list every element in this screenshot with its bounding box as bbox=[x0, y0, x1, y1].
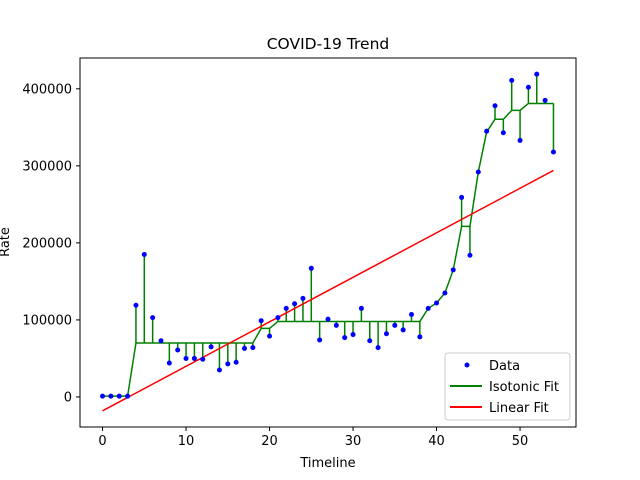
data-point bbox=[166, 360, 172, 366]
data-point bbox=[216, 367, 222, 373]
x-tick-label: 20 bbox=[261, 434, 278, 449]
y-tick-label: 400000 bbox=[22, 82, 72, 97]
legend-label-data: Data bbox=[489, 359, 520, 374]
data-point bbox=[350, 332, 356, 338]
legend-marker-data bbox=[464, 362, 470, 368]
data-point bbox=[325, 316, 331, 322]
x-tick-label: 10 bbox=[178, 434, 195, 449]
data-point bbox=[308, 265, 314, 271]
data-point bbox=[116, 393, 122, 399]
data-point bbox=[100, 393, 106, 399]
plot-area bbox=[100, 71, 556, 412]
data-point bbox=[467, 252, 473, 258]
data-point bbox=[509, 77, 515, 83]
legend: Data Isotonic Fit Linear Fit bbox=[444, 352, 571, 421]
data-point bbox=[409, 312, 415, 318]
y-tick-label: 100000 bbox=[22, 313, 72, 328]
y-tick-label: 200000 bbox=[22, 236, 72, 251]
data-point bbox=[450, 267, 456, 273]
data-point bbox=[175, 347, 181, 353]
data-point bbox=[375, 345, 381, 351]
data-point bbox=[267, 333, 273, 339]
data-point bbox=[208, 344, 214, 350]
data-point bbox=[158, 338, 164, 344]
data-point bbox=[250, 345, 256, 351]
data-point bbox=[492, 103, 498, 109]
x-axis-label: Timeline bbox=[299, 456, 355, 471]
data-point bbox=[517, 137, 523, 143]
x-tick-label: 50 bbox=[512, 434, 529, 449]
data-point bbox=[233, 359, 239, 365]
data-point bbox=[283, 305, 289, 311]
x-axis: 0 10 20 30 40 50 bbox=[98, 427, 528, 449]
data-point bbox=[200, 356, 206, 362]
data-point bbox=[400, 327, 406, 333]
data-point bbox=[225, 361, 231, 367]
data-point bbox=[333, 322, 339, 328]
data-point bbox=[342, 335, 348, 341]
y-axis: 0 100000 200000 300000 400000 bbox=[22, 82, 80, 405]
data-point bbox=[241, 345, 247, 351]
data-point bbox=[425, 305, 431, 311]
data-point bbox=[292, 301, 298, 307]
x-tick-label: 30 bbox=[345, 434, 362, 449]
data-point bbox=[459, 194, 465, 200]
data-point bbox=[417, 334, 423, 340]
data-point bbox=[358, 305, 364, 311]
data-point bbox=[525, 84, 531, 90]
data-point bbox=[133, 302, 139, 308]
data-point bbox=[125, 393, 131, 399]
data-point bbox=[475, 169, 481, 175]
data-point bbox=[317, 337, 323, 343]
data-point bbox=[534, 71, 540, 77]
x-tick-label: 0 bbox=[98, 434, 106, 449]
data-point bbox=[542, 97, 548, 103]
legend-label-linear: Linear Fit bbox=[489, 401, 549, 416]
data-point bbox=[183, 355, 189, 361]
data-point bbox=[367, 338, 373, 344]
data-point bbox=[392, 322, 398, 328]
data-point bbox=[258, 318, 264, 324]
y-tick-label: 0 bbox=[64, 390, 72, 405]
legend-box bbox=[444, 352, 571, 421]
data-point bbox=[141, 251, 147, 257]
data-point bbox=[383, 331, 389, 337]
linear-fit-line bbox=[102, 169, 554, 412]
data-point bbox=[275, 315, 281, 321]
data-point bbox=[300, 295, 306, 301]
y-axis-label: Rate bbox=[0, 227, 13, 257]
data-point bbox=[191, 355, 197, 361]
x-tick-label: 40 bbox=[428, 434, 445, 449]
data-point bbox=[434, 300, 440, 306]
legend-label-isotonic: Isotonic Fit bbox=[489, 380, 559, 395]
data-point bbox=[150, 315, 156, 321]
chart-title: COVID-19 Trend bbox=[267, 35, 390, 53]
data-point bbox=[484, 128, 490, 134]
data-point bbox=[442, 290, 448, 296]
data-point bbox=[108, 393, 114, 399]
y-tick-label: 300000 bbox=[22, 159, 72, 174]
data-point bbox=[550, 149, 556, 155]
data-point bbox=[500, 130, 506, 136]
